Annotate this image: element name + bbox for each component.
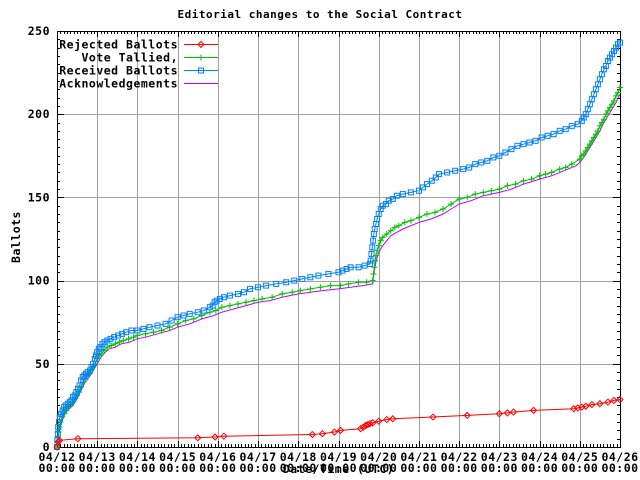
x-tick-time: 00:00 [481, 461, 518, 475]
axes-border [57, 31, 621, 448]
x-tick-time: 00:00 [38, 461, 75, 475]
x-tick-date: 04/22 [441, 450, 478, 464]
tick-labels: 04/1200:0004/1300:0004/1400:0004/1500:00… [28, 24, 638, 475]
legend-label-acknowledgements: Acknowledgements [59, 77, 178, 91]
x-tick-date: 04/18 [280, 450, 317, 464]
x-tick-date: 04/16 [199, 450, 236, 464]
x-tick-date: 04/26 [601, 450, 638, 464]
x-tick-date: 04/15 [159, 450, 196, 464]
x-tick-date: 04/12 [38, 450, 75, 464]
x-tick-time: 00:00 [240, 461, 277, 475]
x-tick-date: 04/24 [521, 450, 558, 464]
x-tick-time: 00:00 [119, 461, 156, 475]
x-tick-date: 04/20 [360, 450, 397, 464]
y-tick-label: 250 [28, 24, 50, 38]
grid-lines [57, 31, 620, 447]
y-tick-label: 50 [35, 357, 50, 371]
x-tick-time: 00:00 [199, 461, 236, 475]
legend-label-rejected-ballots: Rejected Ballots [59, 38, 178, 52]
legend-label-vote-tallied: Vote Tallied, [81, 51, 178, 65]
x-tick-date: 04/25 [561, 450, 598, 464]
x-tick-time: 00:00 [561, 461, 598, 475]
y-tick-label: 0 [43, 440, 50, 454]
y-axis-label: Ballots [9, 211, 23, 263]
x-tick-time: 00:00 [159, 461, 196, 475]
x-tick-date: 04/14 [119, 450, 156, 464]
x-tick-date: 04/19 [320, 450, 357, 464]
x-tick-time: 00:00 [79, 461, 116, 475]
legend-label-received-ballots: Received Ballots [59, 64, 178, 78]
x-tick-time: 00:00 [521, 461, 558, 475]
x-tick-time: 00:00 [601, 461, 638, 475]
series-rejected-ballots [53, 395, 624, 451]
x-axis-label: Date/Time (UTC) [282, 462, 395, 476]
x-tick-date: 04/13 [79, 450, 116, 464]
x-tick-time: 00:00 [360, 461, 397, 475]
series-acknowledgements [56, 93, 621, 448]
x-tick-date: 04/17 [240, 450, 277, 464]
x-tick-time: 00:00 [320, 461, 357, 475]
x-tick-date: 04/23 [481, 450, 518, 464]
chart-title: Editorial changes to the Social Contract [177, 8, 463, 21]
y-tick-label: 200 [28, 107, 50, 121]
x-tick-time: 00:00 [280, 461, 317, 475]
x-tick-date: 04/21 [400, 450, 437, 464]
x-tick-time: 00:00 [400, 461, 437, 475]
y-tick-label: 100 [28, 274, 50, 288]
y-tick-label: 150 [28, 190, 50, 204]
series-received-ballots [54, 39, 623, 450]
x-tick-time: 00:00 [441, 461, 478, 475]
